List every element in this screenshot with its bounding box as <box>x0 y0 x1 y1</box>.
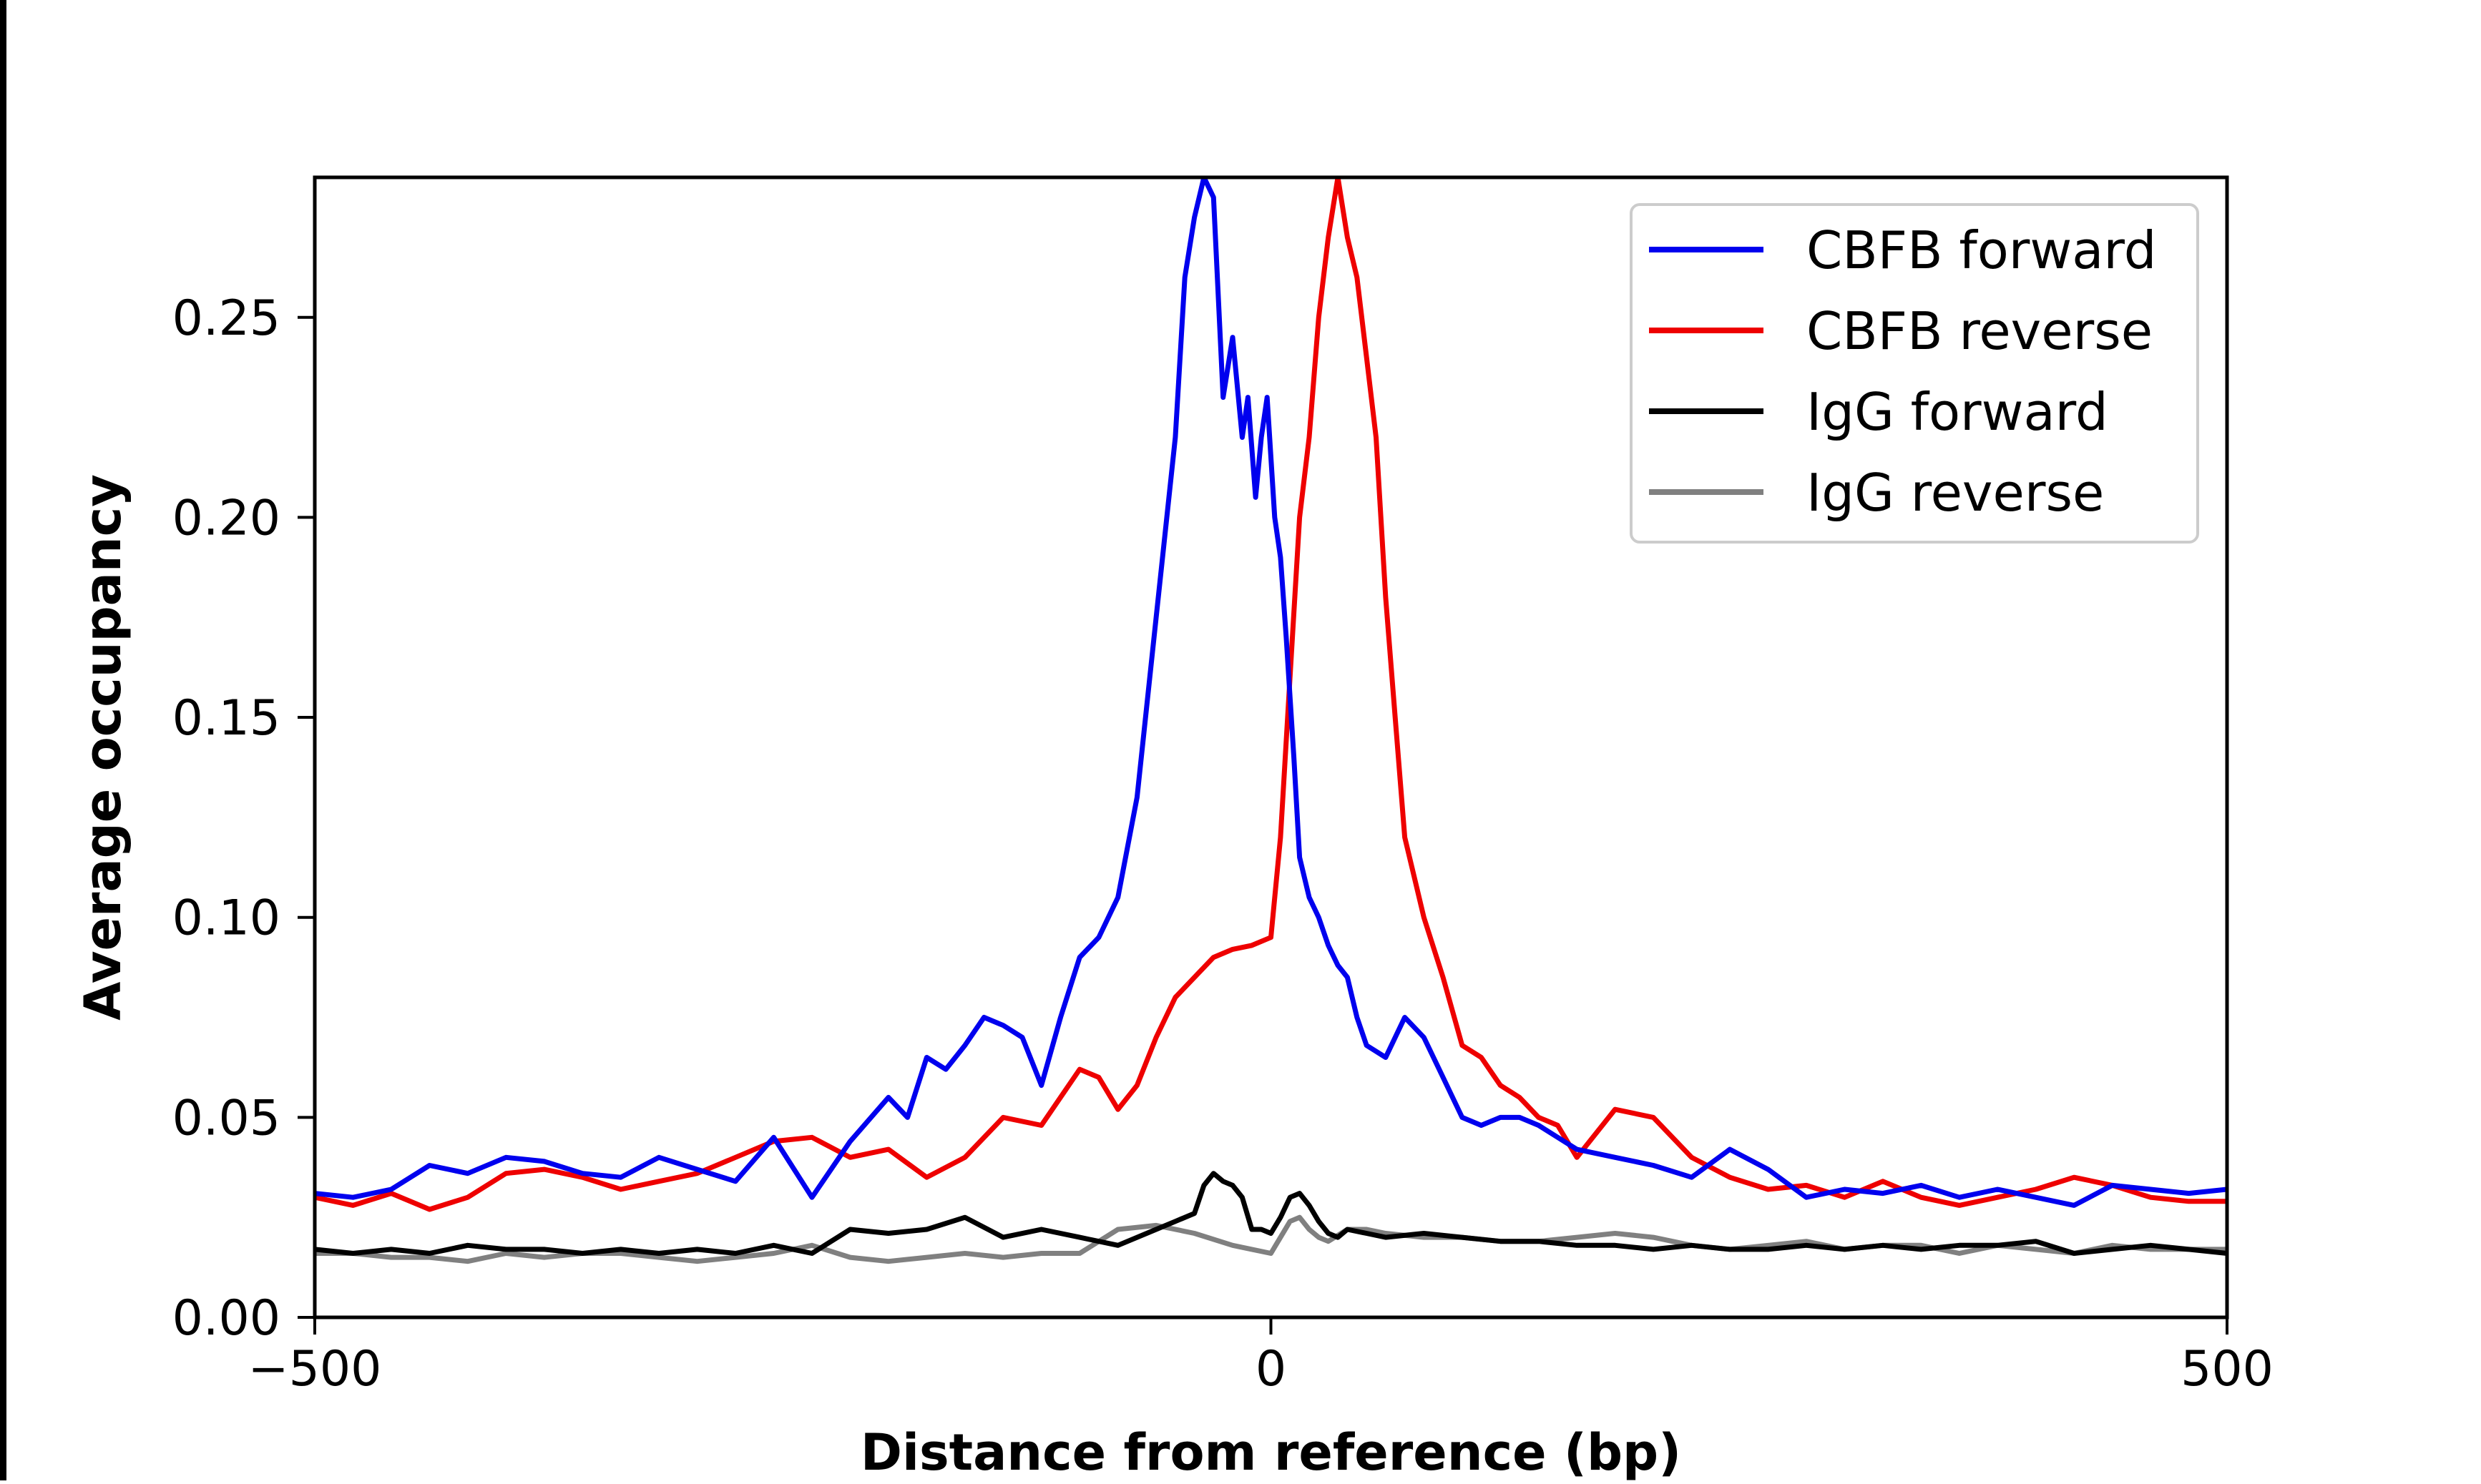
x-axis-label: Distance from reference (bp) <box>861 1423 1681 1480</box>
legend-box <box>1630 203 2199 544</box>
y-tick-label: 0.10 <box>172 890 280 947</box>
series-layer <box>315 177 2227 1264</box>
axis-ticks: −500 0 500 0.00 0.05 0.10 0.15 0.20 0.25 <box>172 290 2274 1397</box>
legend: CBFB forward CBFB reverse IgG forward IgG r… <box>1630 203 2199 544</box>
y-tick-label: 0.25 <box>172 290 280 347</box>
legend-label: CBFB reverse <box>1806 301 2153 361</box>
y-tick-label: 0.00 <box>172 1290 280 1347</box>
x-tick-label: 500 <box>2181 1341 2274 1397</box>
legend-label: CBFB forward <box>1806 220 2156 280</box>
x-tick-label: −500 <box>248 1341 382 1397</box>
y-tick-label: 0.20 <box>172 490 280 546</box>
series-line-3 <box>315 1171 2227 1256</box>
y-axis-label: Average occupancy <box>74 474 132 1021</box>
y-tick-label: 0.05 <box>172 1090 280 1146</box>
legend-label: IgG reverse <box>1806 463 2104 523</box>
x-tick-label: 0 <box>1256 1341 1286 1397</box>
left-border-rule <box>0 0 6 1480</box>
series-line-4 <box>315 1214 2227 1264</box>
y-tick-label: 0.15 <box>172 690 280 747</box>
series-line-1 <box>315 177 2227 1208</box>
legend-label: IgG forward <box>1806 382 2108 442</box>
